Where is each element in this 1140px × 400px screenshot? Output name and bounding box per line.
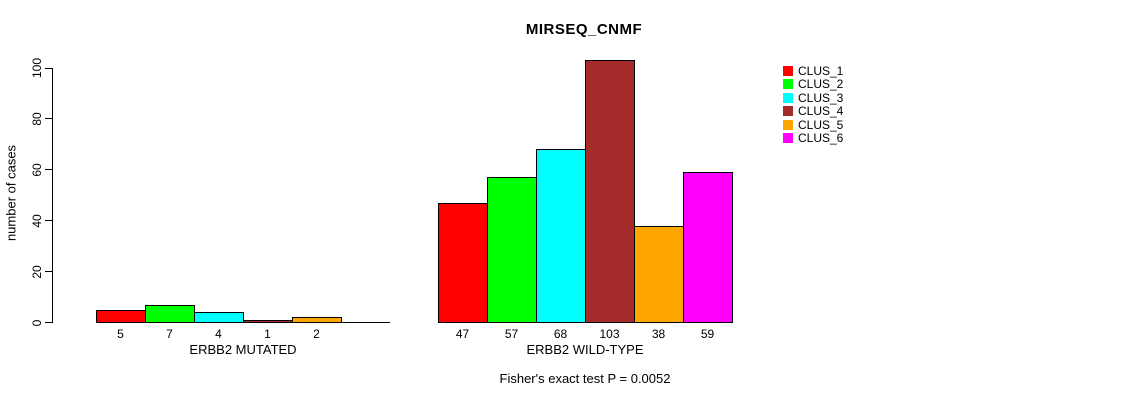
bar-clus_4 [585,60,635,323]
bar-clus_5 [634,225,684,323]
legend-label: CLUS_4 [798,104,844,119]
y-axis-tick-label: 60 [30,163,44,177]
y-axis-line [52,68,53,323]
bar-clus_1 [438,202,488,323]
bar-clus_4 [243,319,293,323]
legend-label: CLUS_5 [798,117,844,132]
legend-swatch-clus_4 [783,106,793,117]
y-axis-tick-label: 100 [30,57,44,79]
chart-title: MIRSEQ_CNMF [525,21,643,38]
fisher-test-note: Fisher's exact test P = 0.0052 [499,371,671,386]
bar-clus_6 [683,172,733,323]
bar-value-label: 68 [553,327,568,341]
bar-clus_5 [292,317,342,323]
y-axis-tick [45,67,52,69]
bar-value-label: 103 [599,327,620,341]
x-group-label-mutated: ERBB2 MUTATED [189,342,297,357]
legend-swatch-clus_2 [783,79,793,90]
y-axis-tick-label: 40 [30,214,44,228]
bar-clus_1 [96,309,146,323]
bar-clus_3 [536,149,586,323]
bar-value-label: 4 [215,327,222,341]
bar-value-label: 38 [651,327,666,341]
y-axis-tick-label: 20 [30,264,44,279]
legend-label: CLUS_2 [798,77,844,92]
y-axis-label: number of cases [3,144,19,242]
y-axis-tick [45,322,52,323]
bar-value-label: 5 [117,327,124,341]
y-axis-tick [45,169,52,171]
legend-swatch-clus_3 [783,92,793,103]
legend-swatch-clus_1 [783,66,793,76]
y-axis-tick-label: 80 [30,112,44,126]
legend-label: CLUS_6 [798,131,844,145]
legend-label: CLUS_1 [798,64,844,78]
bar-clus_3 [194,312,244,323]
bar-value-label: 2 [313,327,320,341]
y-axis-tick-label: 0 [30,319,44,326]
legend-label: CLUS_3 [798,90,844,105]
legend-swatch-clus_6 [783,133,793,143]
y-axis-tick [45,220,52,222]
bar-value-label: 47 [455,327,470,341]
bar-value-label: 7 [166,327,173,341]
legend-swatch-clus_5 [783,119,793,130]
y-axis-tick [45,271,52,273]
bar-value-label: 1 [264,327,271,341]
bar-value-label: 59 [700,327,715,341]
bar-clus_2 [145,304,195,323]
y-axis-tick [45,118,52,120]
bar-clus_2 [487,177,537,323]
x-group-label-wildtype: ERBB2 WILD-TYPE [526,342,644,357]
bar-value-label: 57 [504,327,519,341]
